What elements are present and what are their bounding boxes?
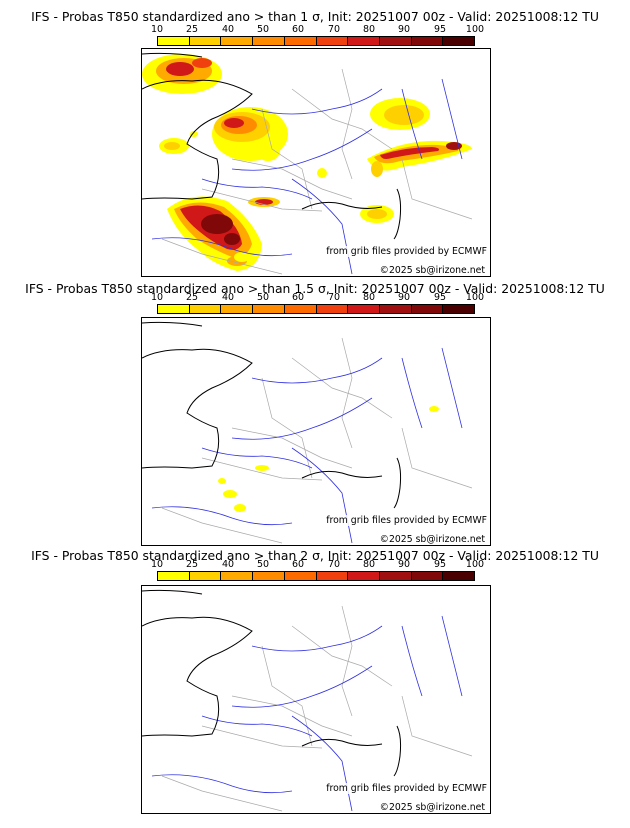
colorbar-segment bbox=[284, 305, 317, 313]
colorbar-tick-labels: 10 25 40 50 60 70 80 90 95 100 bbox=[150, 292, 485, 303]
colorbar-segment bbox=[253, 305, 285, 313]
rivers bbox=[151, 347, 463, 544]
colorbar-segment bbox=[253, 37, 285, 45]
colorbar-segment bbox=[379, 37, 412, 45]
colorbar-segment bbox=[221, 37, 254, 45]
panel-title: IFS - Probas T850 standardized ano > tha… bbox=[31, 548, 599, 563]
probability-field bbox=[142, 54, 472, 271]
colorbar-segment bbox=[411, 572, 444, 580]
rivers bbox=[151, 615, 463, 812]
colorbar-segment bbox=[411, 305, 444, 313]
colorbar-segment bbox=[284, 37, 317, 45]
colorbar-segment bbox=[189, 305, 222, 313]
probability-map: from grib files provided by ECMWF ©2025 … bbox=[141, 48, 491, 277]
source-credit: from grib files provided by ECMWF bbox=[325, 515, 488, 526]
colorbar-segment bbox=[443, 37, 475, 45]
colorbar bbox=[157, 571, 475, 581]
probability-map: from grib files provided by ECMWF ©2025 … bbox=[141, 585, 491, 814]
colorbar bbox=[157, 304, 475, 314]
borders bbox=[161, 68, 473, 275]
coastline bbox=[142, 589, 402, 777]
rivers bbox=[151, 78, 463, 275]
copyright: ©2025 sb@irizone.net bbox=[378, 534, 486, 545]
map-canvas bbox=[142, 52, 473, 275]
copyright: ©2025 sb@irizone.net bbox=[378, 802, 486, 813]
colorbar-segment bbox=[348, 37, 380, 45]
colorbar-segment bbox=[443, 305, 475, 313]
colorbar-segment bbox=[158, 37, 190, 45]
colorbar bbox=[157, 36, 475, 46]
colorbar-segment bbox=[158, 572, 190, 580]
coastline bbox=[142, 321, 402, 509]
colorbar-segment bbox=[221, 572, 254, 580]
probability-field bbox=[218, 406, 439, 512]
colorbar-segment bbox=[189, 572, 222, 580]
colorbar-tick-labels: 10 25 40 50 60 70 80 90 95 100 bbox=[150, 559, 485, 570]
map-canvas bbox=[142, 321, 473, 544]
coastline bbox=[142, 52, 402, 240]
colorbar-segment bbox=[379, 305, 412, 313]
colorbar-segment bbox=[316, 572, 349, 580]
map-canvas bbox=[142, 589, 473, 812]
colorbar-segment bbox=[284, 572, 317, 580]
source-credit: from grib files provided by ECMWF bbox=[325, 783, 488, 794]
colorbar-segment bbox=[221, 305, 254, 313]
source-credit: from grib files provided by ECMWF bbox=[325, 246, 488, 257]
colorbar-tick-labels: 10 25 40 50 60 70 80 90 95 100 bbox=[150, 24, 485, 35]
colorbar-segment bbox=[443, 572, 475, 580]
colorbar-segment bbox=[411, 37, 444, 45]
borders bbox=[161, 337, 473, 544]
colorbar-segment bbox=[348, 572, 380, 580]
colorbar-segment bbox=[189, 37, 222, 45]
borders bbox=[161, 605, 473, 812]
colorbar-segment bbox=[379, 572, 412, 580]
colorbar-segment bbox=[158, 305, 190, 313]
panel-title: IFS - Probas T850 standardized ano > tha… bbox=[31, 9, 599, 24]
probability-map: from grib files provided by ECMWF ©2025 … bbox=[141, 317, 491, 546]
copyright: ©2025 sb@irizone.net bbox=[378, 265, 486, 276]
colorbar-segment bbox=[316, 37, 349, 45]
colorbar-segment bbox=[348, 305, 380, 313]
panel-title: IFS - Probas T850 standardized ano > tha… bbox=[25, 281, 605, 296]
colorbar-segment bbox=[316, 305, 349, 313]
colorbar-segment bbox=[253, 572, 285, 580]
